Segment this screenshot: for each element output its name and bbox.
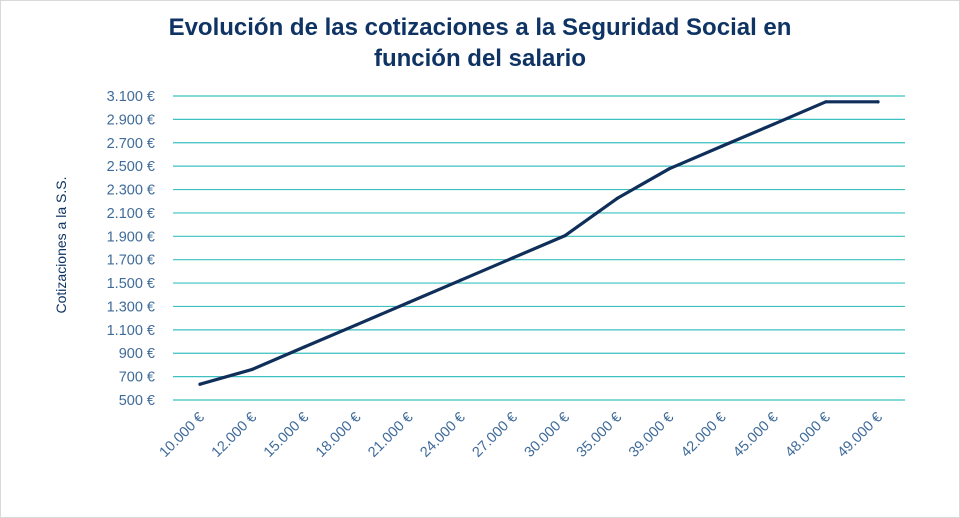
series-line xyxy=(198,100,880,386)
x-tick-label: 49.000 € xyxy=(835,410,886,461)
data-point xyxy=(667,167,671,171)
y-tick-label: 1.500 € xyxy=(107,276,155,292)
x-axis-ticks: 10.000 €12.000 €15.000 €18.000 €21.000 €… xyxy=(157,410,886,461)
y-tick-label: 2.700 € xyxy=(107,136,155,152)
x-tick-label: 42.000 € xyxy=(678,410,729,461)
data-point xyxy=(198,382,202,386)
data-point xyxy=(459,278,463,282)
y-axis-ticks: 500 € 700 € 900 € 1.100 € 1.300 € 1.500 € 1.70… xyxy=(107,89,155,409)
y-tick-label: 700 € xyxy=(119,370,155,386)
x-tick-label: 18.000 € xyxy=(313,410,364,461)
y-tick-label: 2.900 € xyxy=(107,112,155,128)
data-point xyxy=(354,323,359,327)
series-layer xyxy=(198,100,880,386)
x-tick-label: 48.000 € xyxy=(782,410,833,461)
data-point xyxy=(824,100,828,104)
y-tick-label: 2.300 € xyxy=(107,183,155,199)
chart-title: Evolución de las cotizaciones a la Segur… xyxy=(0,12,960,74)
y-tick-label: 2.100 € xyxy=(107,206,155,222)
data-point xyxy=(302,345,306,349)
y-tick-label: 1.100 € xyxy=(107,323,155,339)
x-tick-label: 27.000 € xyxy=(470,410,521,461)
chart-title-line-2: función del salario xyxy=(373,45,587,72)
gridlines xyxy=(173,95,905,401)
data-point xyxy=(250,367,254,371)
x-tick-label: 35.000 € xyxy=(574,410,625,461)
x-tick-label: 10.000 € xyxy=(157,410,208,461)
x-tick-label: 45.000 € xyxy=(730,410,781,461)
x-tick-label: 21.000 € xyxy=(365,410,416,461)
x-tick-label: 39.000 € xyxy=(626,410,677,461)
y-tick-label: 900 € xyxy=(119,346,155,362)
data-point xyxy=(615,196,619,201)
y-tick-label: 3.100 € xyxy=(107,89,155,105)
data-point xyxy=(563,234,567,238)
y-tick-label: 1.700 € xyxy=(107,253,155,269)
data-point xyxy=(719,144,724,148)
x-tick-label: 24.000 € xyxy=(417,410,468,461)
data-point xyxy=(407,300,411,305)
chart-title-line-1: Evolución de las cotizaciones a la Segur… xyxy=(168,14,792,41)
y-tick-label: 1.900 € xyxy=(107,229,155,245)
x-tick-label: 12.000 € xyxy=(209,410,260,461)
data-point xyxy=(772,122,776,126)
x-tick-label: 30.000 € xyxy=(522,410,573,461)
data-point xyxy=(876,100,880,104)
y-axis-label: Cotizaciones a la S.S. xyxy=(53,177,69,314)
data-point xyxy=(511,256,515,260)
y-tick-label: 2.500 € xyxy=(107,159,155,175)
x-tick-label: 15.000 € xyxy=(261,410,312,461)
y-tick-label: 500 € xyxy=(119,393,155,409)
y-tick-label: 1.300 € xyxy=(107,299,155,315)
